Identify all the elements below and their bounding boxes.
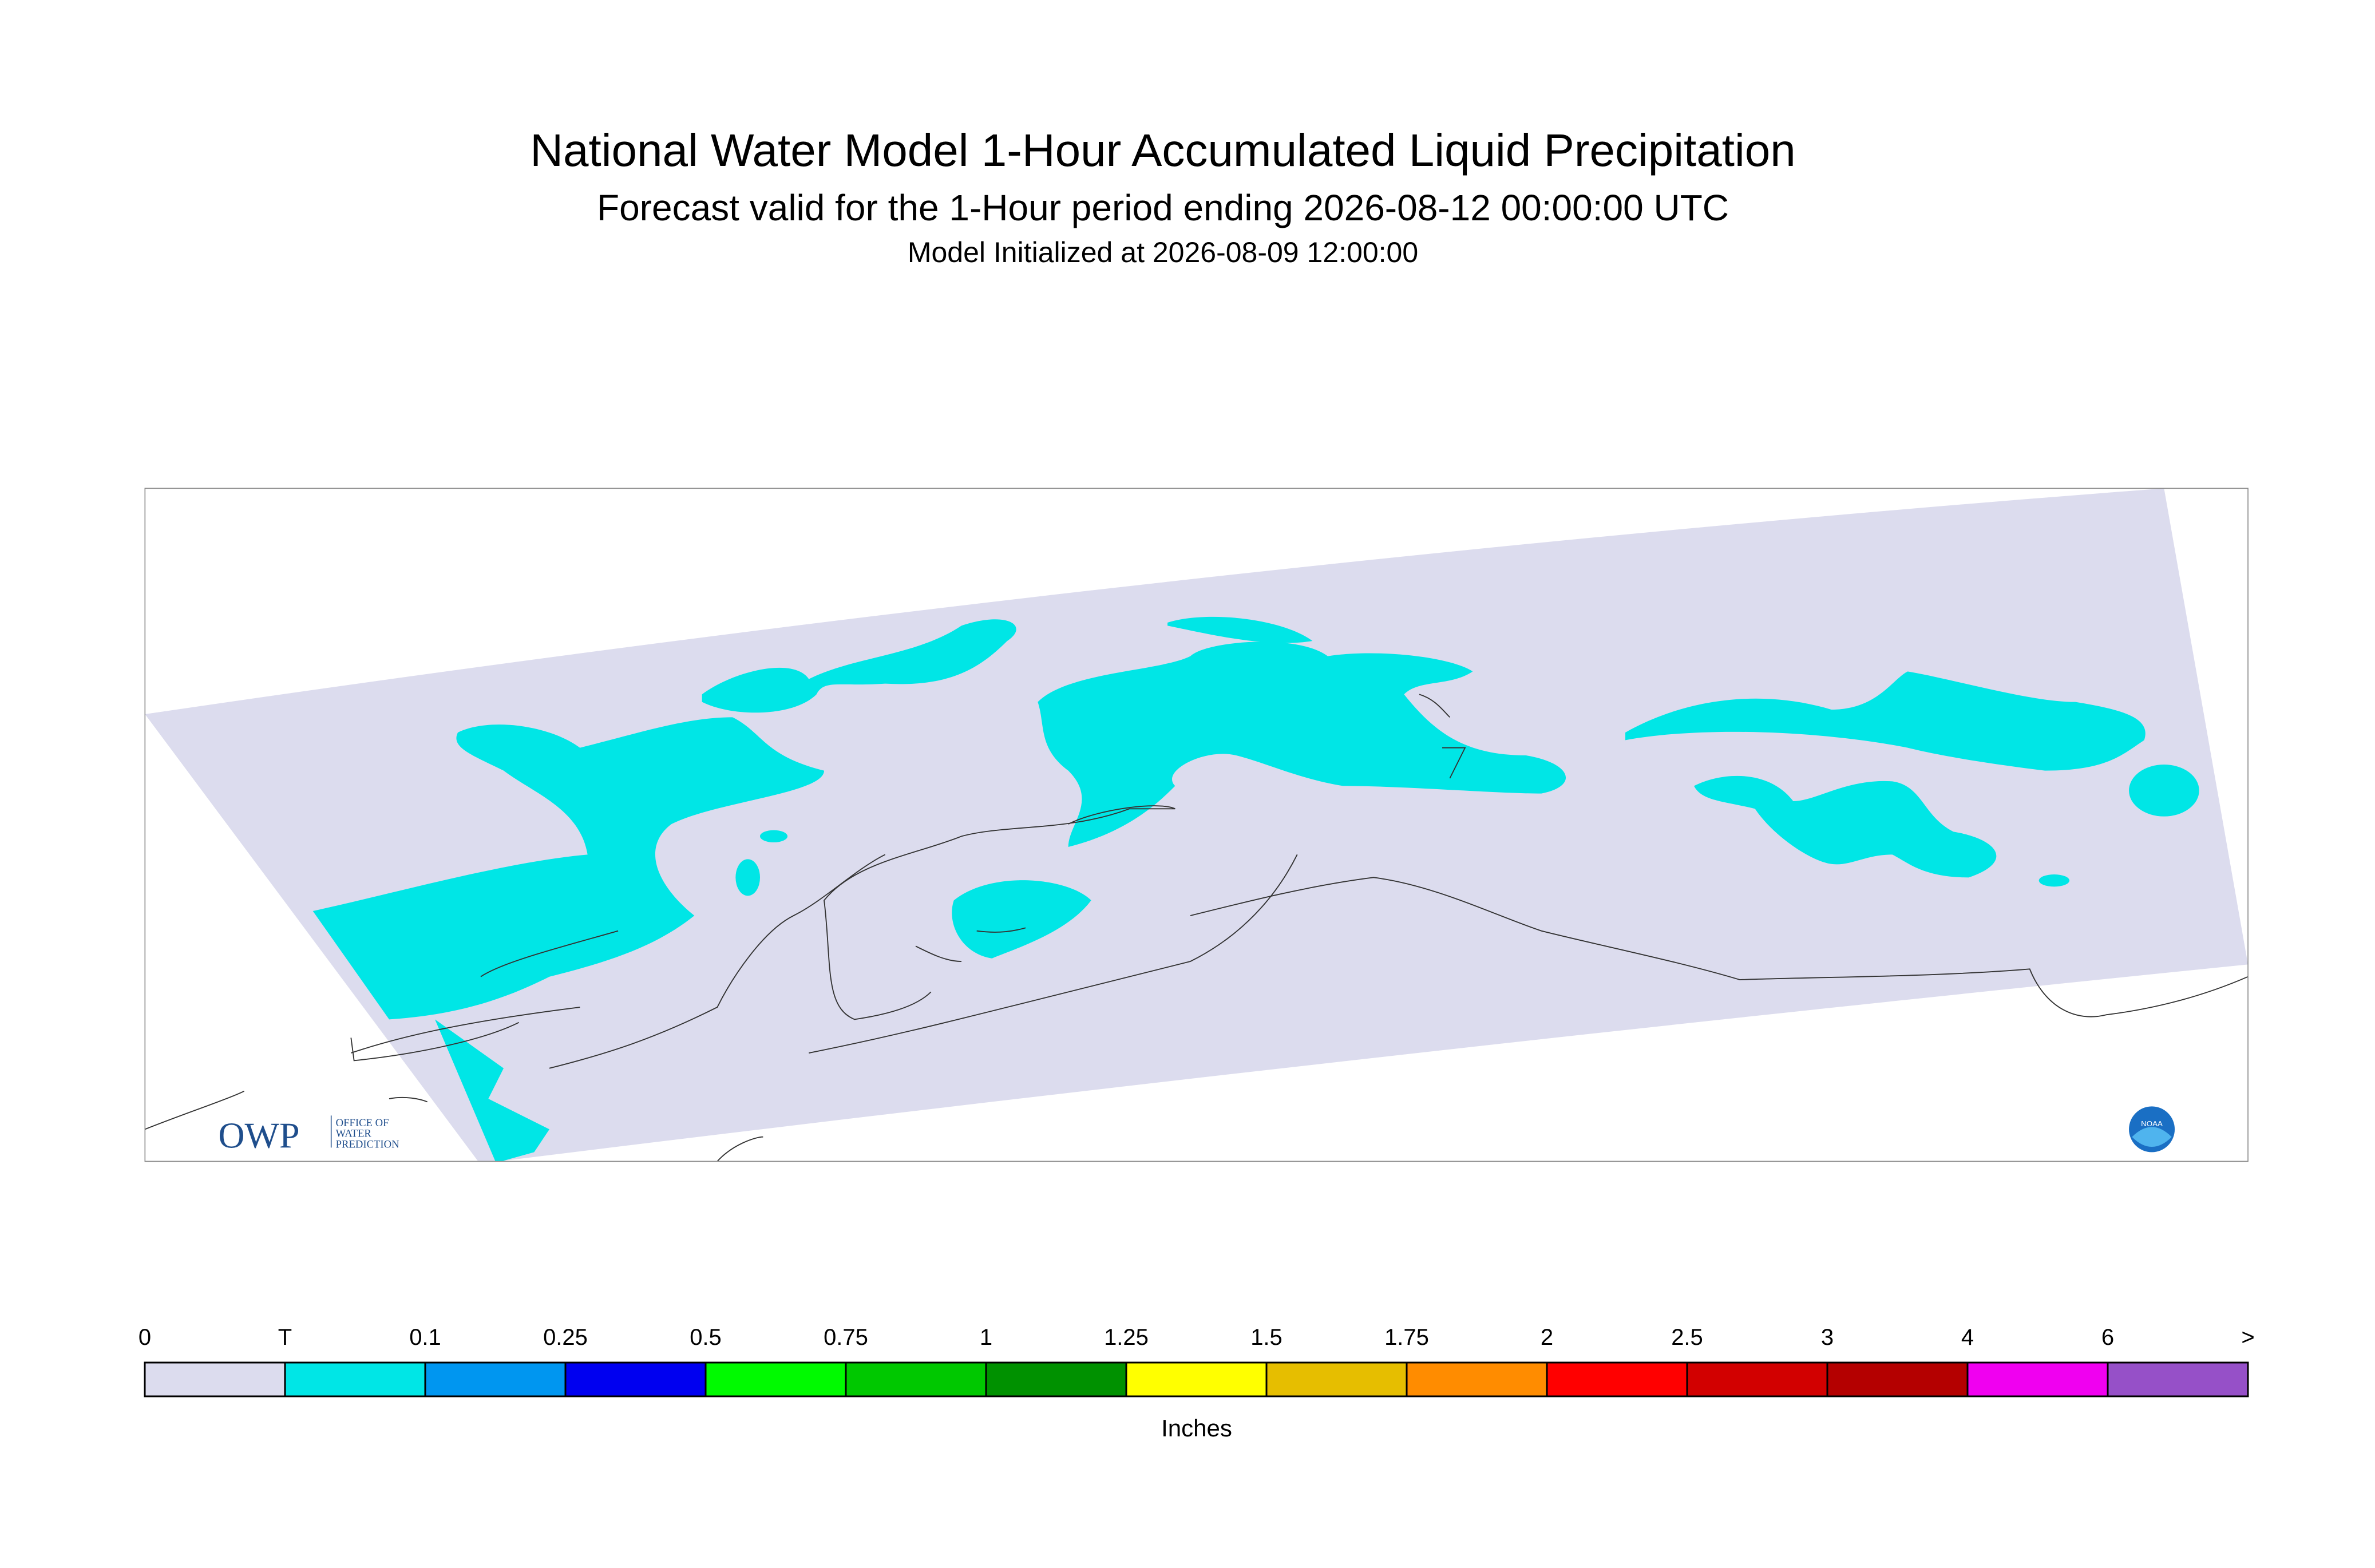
legend-label: 1.5 <box>1250 1325 1282 1350</box>
legend-swatch <box>704 1361 847 1397</box>
legend-swatch <box>1546 1361 1688 1397</box>
init-time: Model Initialized at 2026-08-09 12:00:00 <box>908 236 1418 268</box>
legend-label: 1 <box>980 1325 992 1350</box>
legend-label: 0 <box>138 1325 151 1350</box>
precip-areas <box>312 616 2199 1162</box>
owp-logo: OWP <box>218 1115 299 1155</box>
legend-label: T <box>278 1325 292 1350</box>
coastlines <box>145 694 2249 1162</box>
legend-label: 1.75 <box>1384 1325 1429 1350</box>
legend-label: 0.25 <box>543 1325 588 1350</box>
legend-swatch <box>1265 1361 1408 1397</box>
legend-label: 2.5 <box>1671 1325 1703 1350</box>
title: National Water Model 1-Hour Accumulated … <box>530 125 1795 176</box>
noaa-logo-text: NOAA <box>2141 1119 2163 1128</box>
legend-swatch <box>2107 1361 2249 1397</box>
legend-label: 0.1 <box>409 1325 441 1350</box>
noaa-logo-wave <box>2132 1127 2172 1147</box>
legend-label: 4 <box>1961 1325 1974 1350</box>
legend-swatch <box>845 1361 987 1397</box>
legend-swatch <box>1406 1361 1548 1397</box>
owp-line: WATER <box>336 1128 372 1140</box>
map: OWP OFFICE OF WATER PREDICTION NOAA <box>144 488 2249 1162</box>
legend-swatch <box>284 1361 426 1397</box>
owp-line: PREDICTION <box>336 1138 399 1150</box>
legend-swatch <box>424 1361 567 1397</box>
legend-swatch <box>1125 1361 1268 1397</box>
map-frame <box>144 488 2249 1162</box>
legend-label: > <box>2241 1325 2254 1350</box>
legend-swatch <box>144 1361 286 1397</box>
legend-unit: Inches <box>1161 1415 1232 1442</box>
legend-swatch <box>985 1361 1127 1397</box>
legend-label: 0.75 <box>824 1325 868 1350</box>
owp-line: OFFICE OF <box>336 1117 389 1129</box>
legend-swatch <box>1966 1361 2109 1397</box>
model-domain <box>145 488 2249 1162</box>
legend-swatch <box>564 1361 707 1397</box>
legend-label: 1.25 <box>1104 1325 1149 1350</box>
legend-label: 2 <box>1541 1325 1553 1350</box>
legend-label: 3 <box>1821 1325 1834 1350</box>
legend-label: 6 <box>2101 1325 2114 1350</box>
legend-swatch <box>1826 1361 1969 1397</box>
legend-label: 0.5 <box>690 1325 722 1350</box>
legend-swatch <box>1686 1361 1828 1397</box>
subtitle: Forecast valid for the 1-Hour period end… <box>597 187 1729 228</box>
